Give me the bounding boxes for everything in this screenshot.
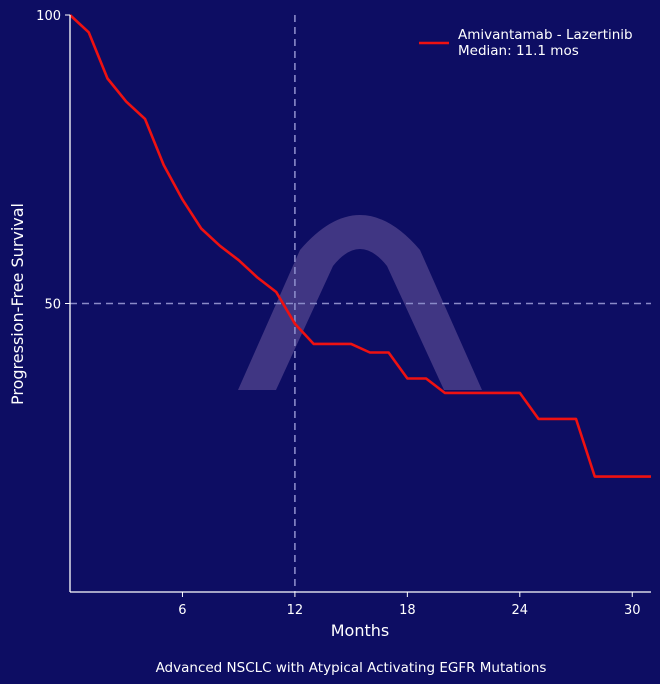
lambda-logo-icon — [238, 215, 482, 390]
legend: Amivantamab - Lazertinib Median: 11.1 mo… — [419, 27, 633, 59]
x-axis-ticks: 6 12 18 24 30 — [178, 592, 641, 618]
y-tick-label: 100 — [36, 9, 61, 24]
x-tick-label: 24 — [512, 603, 529, 618]
chart-caption: Advanced NSCLC with Atypical Activating … — [156, 660, 547, 676]
legend-median-label: Median: 11.1 mos — [458, 43, 579, 59]
x-tick-label: 18 — [399, 603, 416, 618]
y-tick-label: 50 — [44, 298, 61, 313]
series-line-amivantamab-lazertinib — [69, 14, 651, 478]
x-tick-label: 12 — [287, 603, 304, 618]
legend-series-label: Amivantamab - Lazertinib — [458, 27, 633, 43]
y-axis-ticks: 50 100 — [36, 9, 70, 313]
x-axis-title: Months — [331, 621, 389, 640]
x-tick-label: 6 — [178, 603, 186, 618]
x-tick-label: 30 — [624, 603, 641, 618]
lambda-logo-watermark — [238, 215, 482, 390]
y-axis-title: Progression-Free Survival — [8, 203, 27, 405]
